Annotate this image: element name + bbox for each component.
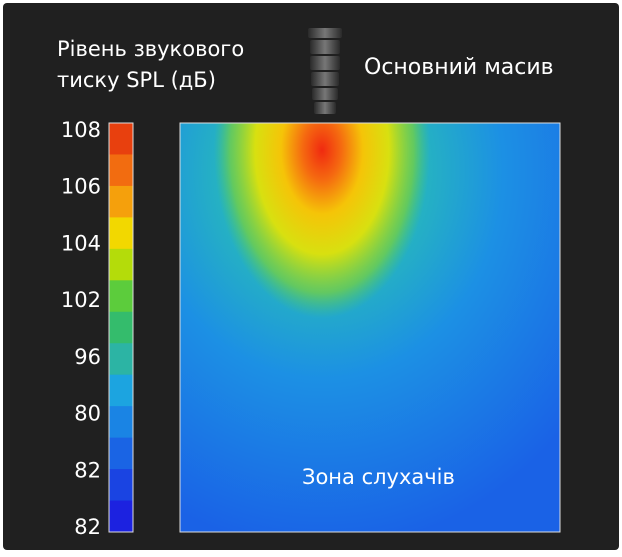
color-swatch xyxy=(109,123,133,155)
color-swatch xyxy=(109,406,133,439)
scale-label: 104 xyxy=(61,231,101,255)
color-swatch xyxy=(109,469,133,502)
array-label: Основний масив xyxy=(364,55,554,80)
color-swatch xyxy=(109,437,133,470)
color-swatch xyxy=(109,248,133,281)
speaker-array xyxy=(308,28,342,114)
scale-label: 80 xyxy=(74,402,101,426)
scale-label: 106 xyxy=(61,175,101,199)
color-bar xyxy=(108,122,134,533)
color-swatch xyxy=(109,343,133,376)
scale-label: 102 xyxy=(61,288,101,312)
scale-label: 82 xyxy=(74,458,101,482)
zone-label: Зона слухачів xyxy=(302,465,455,489)
color-swatch xyxy=(109,154,133,187)
color-swatch xyxy=(109,185,133,218)
scale-label: 108 xyxy=(61,118,101,142)
legend-title: тиску SPL (дБ) xyxy=(57,68,216,92)
color-swatch xyxy=(109,500,133,533)
scale-label: 82 xyxy=(74,515,101,539)
scale-label: 96 xyxy=(74,345,101,369)
color-swatch xyxy=(109,280,133,313)
zone-border xyxy=(179,122,561,533)
color-swatch xyxy=(109,311,133,344)
color-bar-border xyxy=(108,122,134,533)
color-swatch xyxy=(109,374,133,407)
legend-title: Рівень звукового xyxy=(57,37,244,61)
color-swatch xyxy=(109,217,133,250)
heatmap xyxy=(180,123,560,532)
